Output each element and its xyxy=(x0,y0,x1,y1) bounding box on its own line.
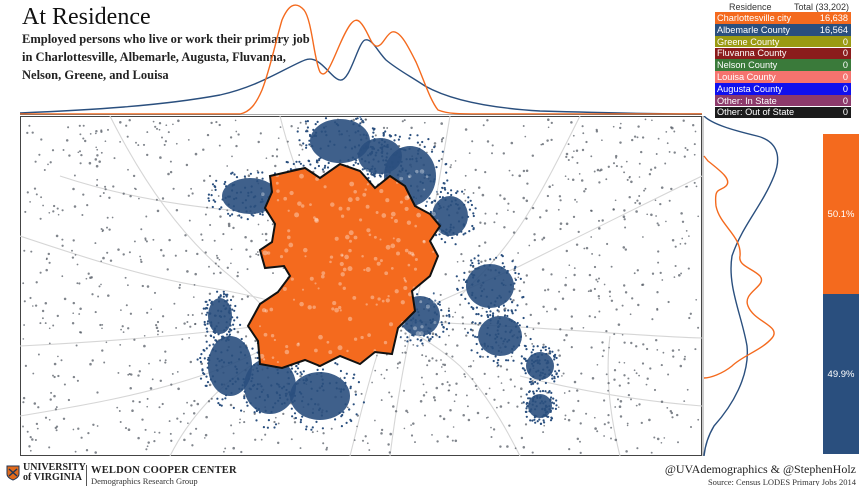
legend-rows: Charlottesville city 16,638 Albemarle Coun… xyxy=(715,12,851,119)
legend-row-value: 16,638 xyxy=(819,13,848,24)
top-density-albemarle xyxy=(20,39,702,115)
legend-row[interactable]: Nelson County 0 xyxy=(715,59,851,71)
charlottesville-boundary xyxy=(246,162,442,370)
right-density-charlottesville xyxy=(703,155,775,379)
legend-row[interactable]: Louisa County 0 xyxy=(715,71,851,83)
legend-row[interactable]: Fluvanna County 0 xyxy=(715,47,851,60)
legend-col-label: Residence xyxy=(729,2,772,12)
page-title: At Residence xyxy=(22,4,151,30)
legend-row-name: Nelson County xyxy=(717,60,778,71)
legend-row[interactable]: Albemarle County 16,564 xyxy=(715,24,851,36)
legend-row-value: 0 xyxy=(842,60,848,71)
legend-row[interactable]: Other: Out of State 0 xyxy=(715,106,851,119)
legend-row-name: Louisa County xyxy=(717,72,776,83)
uva-shield-icon xyxy=(6,465,20,481)
legend-row-value: 0 xyxy=(842,83,848,94)
legend: Residence Total (33,202) Charlottesville… xyxy=(715,2,851,119)
albemarle-residence-dots xyxy=(196,116,561,431)
page-subtitle: Employed persons who live or work their … xyxy=(22,32,310,82)
share-bar: 50.1% 49.9% xyxy=(823,134,859,454)
credit: @UVAdemographics & @StephenHolz Source: … xyxy=(665,462,856,486)
share-bar-charlottesville: 50.1% xyxy=(823,134,859,294)
uva-line-2: of VIRGINIA xyxy=(23,472,82,483)
source-note: Source: Census LODES Primary Jobs 2014 xyxy=(707,477,856,486)
legend-row-value: 0 xyxy=(842,95,848,106)
share-bar-albemarle-label: 49.9% xyxy=(827,368,855,380)
legend-row-name: Other: In State xyxy=(717,95,777,106)
legend-row-value: 0 xyxy=(842,48,848,59)
legend-row-name: Charlottesville city xyxy=(717,13,792,24)
residence-dot-map[interactable] xyxy=(20,116,702,456)
legend-header: Residence Total (33,202) xyxy=(715,2,851,12)
uva-line-1: UNIVERSITY xyxy=(23,462,86,473)
legend-row-name: Albemarle County xyxy=(717,24,791,35)
center-name: WELDON COOPER CENTER xyxy=(91,465,237,476)
legend-row[interactable]: Charlottesville city 16,638 xyxy=(715,12,851,24)
legend-row[interactable]: Other: In State 0 xyxy=(715,94,851,107)
center-sub: Demographics Research Group xyxy=(91,476,198,486)
share-bar-charlottesville-label: 50.1% xyxy=(827,208,855,220)
top-density-curves xyxy=(20,4,702,115)
twitter-handles[interactable]: @UVAdemographics & @StephenHolz xyxy=(664,462,856,476)
legend-row-name: Other: Out of State xyxy=(717,107,795,118)
legend-row-value: 0 xyxy=(842,72,848,83)
top-density-charlottesville xyxy=(20,4,702,115)
weldon-cooper-logo: WELDON COOPER CENTER Demographics Resear… xyxy=(86,465,237,486)
share-bar-albemarle: 49.9% xyxy=(823,294,859,454)
legend-row-value: 0 xyxy=(842,107,848,118)
right-density-curves xyxy=(702,116,779,456)
legend-row-name: Fluvanna County xyxy=(717,48,787,59)
legend-row-value: 16,564 xyxy=(819,24,848,35)
legend-total-label: Total (33,202) xyxy=(793,2,849,12)
right-density-albemarle xyxy=(703,116,779,456)
legend-row[interactable]: Greene County 0 xyxy=(715,35,851,48)
legend-row[interactable]: Augusta County 0 xyxy=(715,83,851,95)
legend-row-name: Greene County xyxy=(717,36,780,47)
legend-row-name: Augusta County xyxy=(717,83,783,94)
legend-row-value: 0 xyxy=(842,36,848,47)
uva-logo: UNIVERSITY of VIRGINIA xyxy=(6,463,86,483)
